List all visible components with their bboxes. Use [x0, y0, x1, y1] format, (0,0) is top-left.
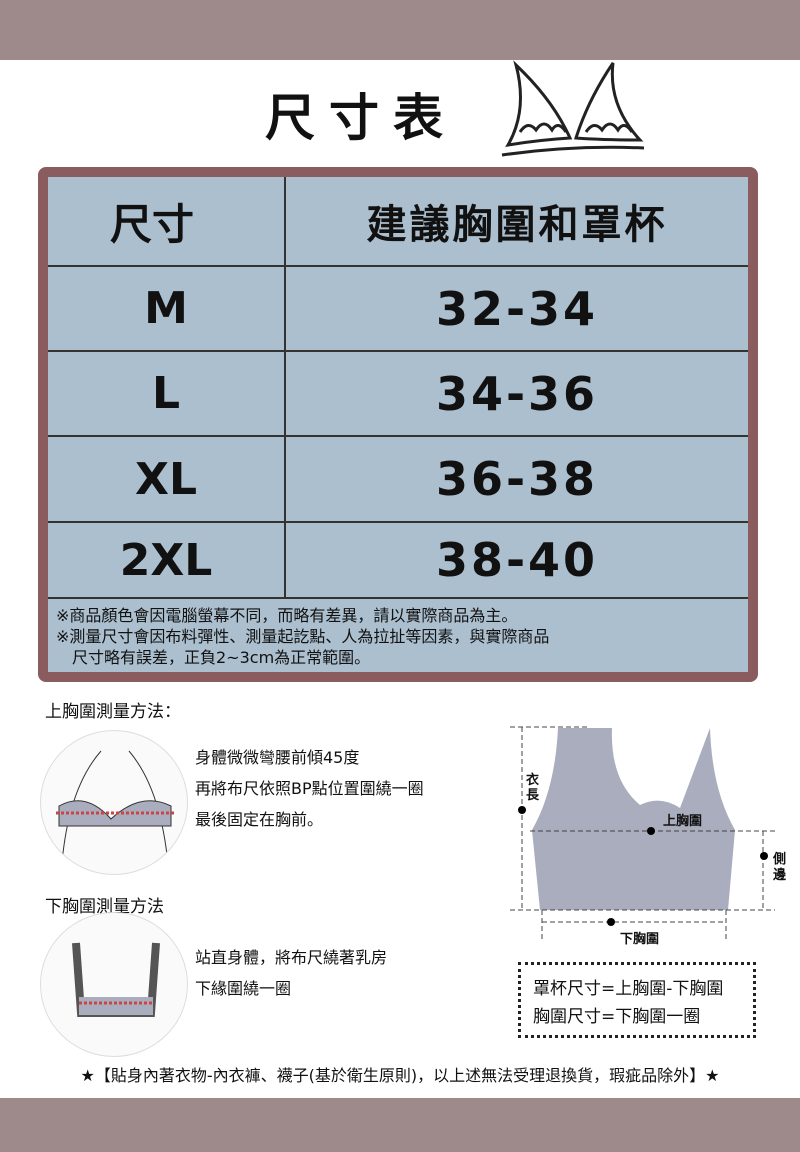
label-side: 側邊	[773, 852, 787, 883]
table-row: XL 36-38	[48, 437, 748, 523]
page-title: 尺寸表	[265, 89, 457, 147]
header-size: 尺寸	[48, 177, 286, 265]
upper-bust-steps: 身體微微彎腰前傾45度 再將布尺依照BP點位置圍繞一圈 最後固定在胸前。	[195, 742, 424, 835]
formula-bust: 胸圍尺寸=下胸圍一圈	[533, 1007, 701, 1027]
size-cell: M	[48, 267, 286, 350]
label-under-bust: 下胸圍	[620, 932, 660, 947]
formula-box: 罩杯尺寸=上胸圍-下胸圍 胸圍尺寸=下胸圍一圈	[518, 962, 756, 1038]
upper-bust-heading: 上胸圍測量方法：	[45, 702, 181, 722]
note: ※商品顏色會因電腦螢幕不同，而略有差異，請以實際商品為主。	[56, 606, 518, 625]
label-length: 衣長	[526, 773, 540, 803]
bust-cell: 38-40	[435, 533, 599, 587]
table-row: L 34-36	[48, 352, 748, 437]
bra-sketch-icon	[501, 60, 645, 157]
under-bust-heading: 下胸圍測量方法	[45, 897, 164, 917]
table-row: 2XL 38-40	[48, 523, 748, 599]
size-cell: 2XL	[48, 523, 286, 597]
under-bust-steps: 站直身體，將布尺繞著乳房 下緣圍繞一圈	[195, 942, 387, 1004]
upper-bust-illustration	[40, 730, 188, 875]
bust-cell: 34-36	[435, 366, 599, 421]
bust-cell: 32-34	[435, 281, 599, 336]
step: 再將布尺依照BP點位置圍繞一圈	[195, 779, 424, 798]
step: 下緣圍繞一圈	[195, 979, 292, 998]
table-header-row: 尺寸 建議胸圍和罩杯	[48, 177, 748, 267]
note: 尺寸略有誤差，正負2~3cm為正常範圍。	[56, 648, 371, 667]
step: 站直身體，將布尺繞著乳房	[195, 948, 388, 967]
return-policy-note: ★【貼身內著衣物-內衣褲、襪子(基於衛生原則)，以上述無法受理退換貨，瑕疵品除外…	[80, 1066, 720, 1085]
top-band	[0, 0, 800, 60]
label-upper-bust: 上胸圍	[663, 814, 703, 829]
bottom-band	[0, 1098, 800, 1152]
note: ※測量尺寸會因布料彈性、測量起訖點、人為拉扯等因素，與實際商品	[56, 627, 550, 646]
header-bust-cup: 建議胸圍和罩杯	[366, 202, 668, 248]
table-row: M 32-34	[48, 267, 748, 352]
under-bust-illustration	[40, 912, 188, 1057]
bust-cell: 36-38	[435, 452, 599, 506]
size-cell: L	[48, 352, 286, 435]
garment-diagram	[510, 726, 775, 940]
size-cell: XL	[48, 437, 286, 521]
step: 最後固定在胸前。	[195, 810, 324, 829]
formula-cup: 罩杯尺寸=上胸圍-下胸圍	[533, 979, 724, 999]
step: 身體微微彎腰前傾45度	[195, 748, 360, 767]
notes: ※商品顏色會因電腦螢幕不同，而略有差異，請以實際商品為主。 ※測量尺寸會因布料彈…	[56, 605, 549, 668]
size-table: 尺寸 建議胸圍和罩杯 M 32-34 L 34-36 XL 36-38 2XL …	[48, 177, 748, 672]
